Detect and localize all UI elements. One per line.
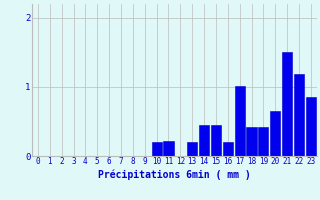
Bar [223,142,233,156]
Bar [306,97,316,156]
Bar [282,52,292,156]
Bar [235,86,245,156]
Bar [294,74,304,156]
Bar [187,142,197,156]
Bar [270,111,280,156]
Bar [246,127,257,156]
Bar [211,125,221,156]
Bar [258,127,268,156]
Bar [152,142,162,156]
Bar [164,141,173,156]
X-axis label: Précipitations 6min ( mm ): Précipitations 6min ( mm ) [98,169,251,180]
Bar [199,125,209,156]
